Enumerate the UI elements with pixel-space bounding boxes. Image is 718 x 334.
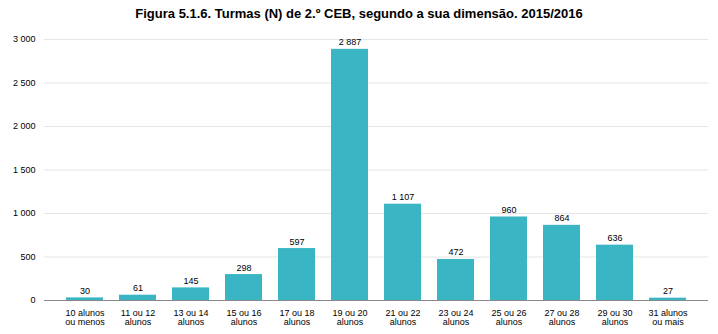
svg-text:1 000: 1 000 xyxy=(13,208,36,218)
svg-text:21 ou 22alunos: 21 ou 22alunos xyxy=(385,308,420,327)
svg-text:15 ou 16alunos: 15 ou 16alunos xyxy=(226,308,261,327)
svg-text:11 ou 12alunos: 11 ou 12alunos xyxy=(121,308,155,327)
svg-text:13 ou 14alunos: 13 ou 14alunos xyxy=(173,308,208,327)
svg-text:27: 27 xyxy=(663,286,673,296)
svg-text:636: 636 xyxy=(607,233,622,243)
svg-text:3 000: 3 000 xyxy=(13,34,36,44)
svg-text:298: 298 xyxy=(236,263,251,273)
svg-text:10 alunosou menos: 10 alunosou menos xyxy=(65,308,105,327)
svg-text:864: 864 xyxy=(554,213,569,223)
svg-text:19 ou 20alunos: 19 ou 20alunos xyxy=(332,308,367,327)
svg-text:597: 597 xyxy=(289,237,304,247)
svg-text:2 500: 2 500 xyxy=(13,78,36,88)
svg-text:2 000: 2 000 xyxy=(13,121,36,131)
svg-text:27 ou 28alunos: 27 ou 28alunos xyxy=(544,308,579,327)
svg-text:23 ou 24alunos: 23 ou 24alunos xyxy=(438,308,473,327)
html-text:Figura 5.1.6. Turmas (N) de 2.: Figura 5.1.6. Turmas (N) de 2.º CEB, seg… xyxy=(135,6,583,21)
svg-text:25 ou 26alunos: 25 ou 26alunos xyxy=(491,308,526,327)
svg-text:960: 960 xyxy=(501,205,516,215)
svg-text:29 ou 30alunos: 29 ou 30alunos xyxy=(597,308,632,327)
svg-text:1 107: 1 107 xyxy=(392,192,415,202)
svg-text:30: 30 xyxy=(80,286,90,296)
svg-text:500: 500 xyxy=(20,252,35,262)
svg-text:472: 472 xyxy=(448,247,463,257)
svg-text:61: 61 xyxy=(133,283,143,293)
svg-text:31 alunosou mais: 31 alunosou mais xyxy=(648,308,688,327)
svg-text:0: 0 xyxy=(30,295,35,305)
svg-text:1 500: 1 500 xyxy=(13,165,36,175)
svg-text:145: 145 xyxy=(183,276,198,286)
svg-text:2 887: 2 887 xyxy=(339,37,362,47)
svg-text:17 ou 18alunos: 17 ou 18alunos xyxy=(279,308,314,327)
